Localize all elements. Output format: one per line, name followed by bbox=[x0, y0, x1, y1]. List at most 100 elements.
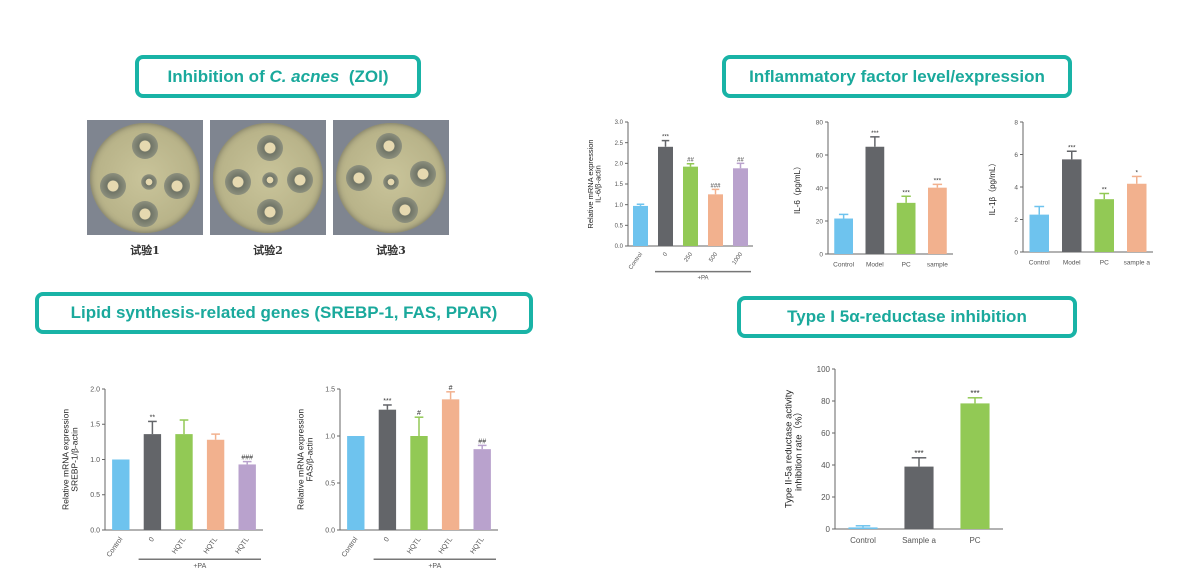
significance-label: # bbox=[449, 385, 453, 392]
x-tick-label: 0 bbox=[383, 536, 391, 543]
x-tick-label: 0 bbox=[148, 536, 156, 543]
plate-label-3: 试验3 bbox=[376, 244, 406, 257]
significance-label: *** bbox=[662, 135, 670, 141]
title-reductase: Type I 5α-reductase inhibition bbox=[737, 296, 1077, 338]
y-tick-label: 0.0 bbox=[325, 527, 335, 534]
bar-pc bbox=[960, 403, 990, 529]
title-zoi-prefix: Inhibition of bbox=[167, 66, 270, 86]
y-tick-label: 0.5 bbox=[615, 223, 624, 229]
bar-control bbox=[834, 218, 853, 254]
y-tick-label: 0.5 bbox=[90, 492, 100, 499]
title-lipid: Lipid synthesis-related genes (SREBP-1, … bbox=[35, 292, 533, 334]
petri-dish-2 bbox=[210, 120, 326, 235]
petri-dish-3 bbox=[333, 120, 449, 235]
y-tick-label: 40 bbox=[821, 461, 830, 470]
bar-control bbox=[633, 205, 648, 246]
bar-model bbox=[865, 146, 885, 254]
y-tick-label: 40 bbox=[816, 185, 824, 192]
x-tick-label: sample a bbox=[1124, 260, 1151, 267]
bar-pc bbox=[1094, 199, 1114, 252]
x-tick-label: Control bbox=[341, 536, 360, 559]
x-tick-label: Control bbox=[833, 262, 855, 269]
bar-500 bbox=[708, 194, 723, 246]
x-tick-label: Sample a bbox=[902, 536, 936, 545]
x-tick-label: HQTL bbox=[469, 536, 486, 555]
significance-label: ** bbox=[150, 414, 156, 421]
group-label: +PA bbox=[428, 563, 441, 570]
significance-label: ## bbox=[478, 438, 486, 445]
y-tick-label: 20 bbox=[816, 218, 824, 225]
y-tick-label: 1.0 bbox=[90, 457, 100, 464]
petri-dish-1 bbox=[87, 120, 203, 235]
significance-label: *** bbox=[914, 449, 923, 458]
x-tick-label: HQTL bbox=[406, 536, 423, 555]
y-axis-label: SREBP-1/β-actin bbox=[69, 427, 79, 492]
chart-fas: 0.0 0.5 1.0 1.5 Relative mRNA expressionFAS/… bbox=[296, 385, 498, 570]
x-tick-label: Control bbox=[1029, 260, 1051, 267]
bar-0 bbox=[658, 146, 673, 246]
x-tick-label: Control bbox=[850, 536, 876, 545]
title-inflammatory: Inflammatory factor level/expression bbox=[722, 55, 1072, 98]
y-tick-label: 1.5 bbox=[325, 386, 335, 393]
group-label: +PA bbox=[697, 276, 708, 282]
y-tick-label: 2.5 bbox=[615, 141, 624, 147]
y-axis-label: IL-6（pg/mL） bbox=[793, 162, 802, 214]
x-tick-label: HQTL bbox=[203, 536, 220, 555]
x-tick-label: PC bbox=[1100, 260, 1109, 267]
y-tick-label: 80 bbox=[816, 119, 824, 126]
y-tick-label: 2 bbox=[1014, 217, 1018, 224]
x-tick-label: Model bbox=[1063, 260, 1081, 267]
y-tick-label: 2.0 bbox=[90, 386, 100, 393]
y-tick-label: 3.0 bbox=[615, 120, 624, 126]
y-tick-label: 0.5 bbox=[325, 480, 335, 487]
bar-sample-a bbox=[1127, 183, 1147, 252]
y-tick-label: 100 bbox=[817, 365, 831, 374]
y-axis-label: IL-6/β-actin bbox=[593, 165, 602, 203]
bar-sample-a bbox=[904, 466, 934, 529]
chart-il1b: 0 2 4 6 8 IL-1β（pg/mL） Control *** Model ** PC * sam… bbox=[988, 119, 1153, 267]
y-axis-label: Type II-5a reductase activity bbox=[783, 390, 794, 509]
bar-control bbox=[848, 527, 878, 529]
y-tick-label: 0 bbox=[826, 525, 831, 534]
bar-0 bbox=[378, 409, 397, 530]
bar-pc bbox=[896, 202, 916, 254]
title-zoi-species: C. acnes bbox=[269, 66, 340, 86]
bar-250 bbox=[683, 166, 698, 246]
x-tick-label: 1000 bbox=[732, 251, 745, 266]
x-tick-label: PC bbox=[902, 262, 911, 269]
x-tick-label: PC bbox=[969, 536, 980, 545]
significance-label: * bbox=[1135, 169, 1138, 176]
y-axis-label: Relative mRNA expression bbox=[296, 409, 306, 510]
significance-label: ## bbox=[687, 158, 694, 164]
y-tick-label: 6 bbox=[1014, 152, 1018, 159]
significance-label: ## bbox=[737, 157, 744, 163]
y-tick-label: 0.0 bbox=[615, 244, 624, 250]
bar-hqtl bbox=[206, 439, 225, 530]
chart-il6-protein: 0 20 40 60 80 IL-6（pg/mL） Control *** Model *** PC… bbox=[793, 119, 953, 269]
plate-label-2: 试验2 bbox=[253, 244, 283, 257]
bar-1000 bbox=[733, 168, 748, 246]
bar-control bbox=[347, 436, 365, 530]
bar-model bbox=[1062, 159, 1082, 252]
bar-control bbox=[112, 459, 130, 530]
x-tick-label: sample bbox=[927, 262, 948, 269]
y-axis-label: Relative mRNA expression bbox=[586, 139, 595, 228]
y-axis-label: IL-1β（pg/mL） bbox=[988, 159, 997, 216]
y-axis-label: Relative mRNA expression bbox=[61, 409, 71, 510]
x-tick-label: 500 bbox=[708, 251, 719, 263]
plate-label-1: 试验1 bbox=[130, 244, 160, 257]
y-tick-label: 1.5 bbox=[615, 182, 624, 188]
x-tick-label: Model bbox=[866, 262, 884, 269]
bar-hqtl bbox=[441, 399, 460, 530]
x-tick-label: Control bbox=[628, 252, 644, 271]
y-tick-label: 1.0 bbox=[325, 433, 335, 440]
bar-hqtl bbox=[238, 464, 256, 530]
title-zoi-suffix: (ZOI) bbox=[339, 66, 389, 86]
significance-label: *** bbox=[902, 189, 910, 196]
x-tick-label: Control bbox=[106, 536, 125, 559]
y-axis-label: inhibition rate（%） bbox=[792, 407, 804, 491]
y-tick-label: 0 bbox=[819, 251, 823, 258]
bar-hqtl bbox=[473, 449, 491, 530]
significance-label: ### bbox=[710, 183, 721, 189]
